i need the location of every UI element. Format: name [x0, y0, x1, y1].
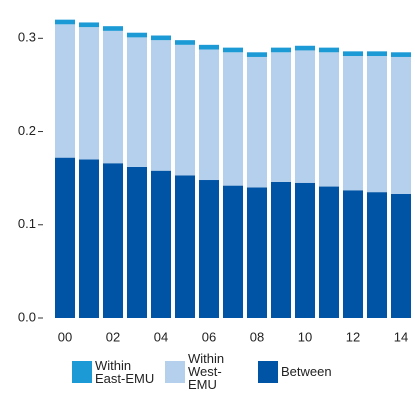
bar-segment [247, 187, 267, 318]
y-tick-label: 0.3 [18, 30, 36, 45]
bar-segment [367, 56, 387, 193]
x-tick-label: 08 [250, 329, 264, 344]
x-tick-label: 06 [202, 329, 216, 344]
bar-segment [175, 44, 195, 176]
bar-segment [55, 24, 75, 158]
bar-segment [391, 52, 411, 57]
bar-segment [151, 35, 171, 41]
bar-segment [319, 52, 339, 187]
bar-segment [151, 170, 171, 318]
x-tick-label: 14 [394, 329, 408, 344]
legend-swatch [72, 360, 92, 383]
bar-segment [127, 166, 147, 318]
legend-swatch [165, 360, 185, 383]
bar-segment [343, 56, 363, 191]
bar-segment [103, 30, 123, 164]
bar-segment [103, 163, 123, 318]
bar-segment [175, 175, 195, 318]
y-tick-label: 0.2 [18, 123, 36, 138]
legend-label: Between [281, 364, 332, 379]
y-tick-label: 0.1 [18, 216, 36, 231]
x-tick-label: 02 [106, 329, 120, 344]
legend: Within East-EMU Within West-EMU Between [0, 352, 415, 391]
bar-segment [367, 51, 387, 57]
bar-segment [271, 181, 291, 318]
legend-label: Within West-EMU [188, 351, 225, 392]
bar-segment [247, 52, 267, 57]
legend-label: Within East-EMU [95, 357, 155, 386]
bar-segment [127, 32, 147, 38]
legend-item: Within East-EMU [72, 352, 157, 391]
bar-segment [271, 47, 291, 53]
bar-segment [79, 159, 99, 318]
x-tick-label: 12 [346, 329, 360, 344]
bar-segment [343, 51, 363, 57]
bar-segment [391, 56, 411, 195]
bar-segment [151, 40, 171, 171]
bar-segment [55, 157, 75, 318]
y-tick-label: 0.0 [18, 309, 36, 324]
bar-segment [79, 22, 99, 28]
bar-segment [223, 185, 243, 318]
bar-segment [391, 194, 411, 318]
bar-segment [223, 47, 243, 53]
legend-item: Within West-EMU [165, 352, 250, 391]
bar-segment [103, 26, 123, 31]
chart: 0.0 0.1 0.2 0.3 00 02 04 06 08 10 12 14 [18, 19, 411, 344]
bar-segment [199, 180, 219, 318]
bar-segment [295, 45, 315, 51]
bar-segment [271, 52, 291, 182]
bar-segment [247, 56, 267, 188]
bar-segment [223, 52, 243, 186]
bar-segment [319, 47, 339, 53]
x-tick-label: 00 [58, 329, 72, 344]
bar-segment [175, 40, 195, 45]
bar-segment [295, 50, 315, 183]
bar-segment [127, 37, 147, 167]
bar-segment [343, 190, 363, 318]
bar-segment [79, 27, 99, 160]
bar-segment [199, 44, 219, 50]
x-tick-label: 10 [298, 329, 312, 344]
bar-segment [55, 19, 75, 25]
bar-segment [199, 49, 219, 181]
legend-swatch [258, 360, 278, 383]
bar-segment [319, 186, 339, 318]
x-tick-label: 04 [154, 329, 168, 344]
legend-item: Between [258, 352, 343, 391]
bar-segment [367, 192, 387, 318]
bar-segment [295, 182, 315, 318]
